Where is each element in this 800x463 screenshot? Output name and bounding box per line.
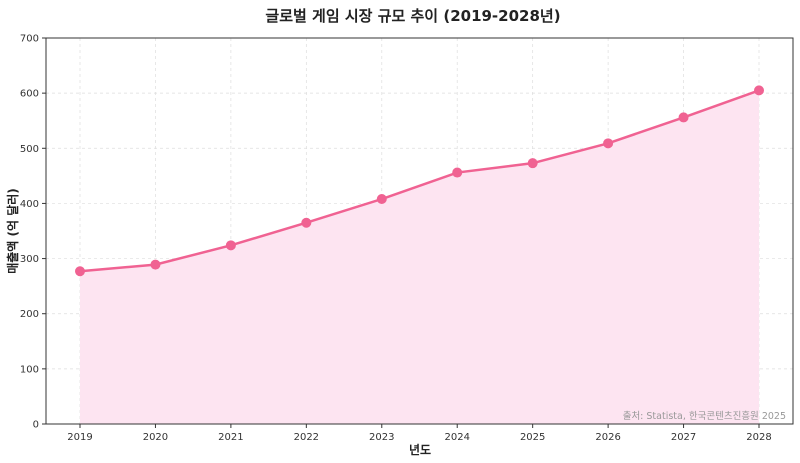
data-point — [225, 240, 236, 251]
y-tick-label: 300 — [20, 254, 39, 265]
y-tick-label: 100 — [20, 364, 39, 375]
x-axis-label: 년도 — [409, 443, 431, 457]
data-points — [75, 85, 764, 277]
y-tick-label: 600 — [20, 89, 39, 100]
y-tick-label: 400 — [20, 199, 39, 210]
area-fill — [80, 90, 759, 424]
x-tick-label: 2019 — [67, 432, 92, 443]
y-tick-label: 200 — [20, 309, 39, 320]
x-tick-label: 2025 — [520, 432, 545, 443]
x-tick-label: 2027 — [671, 432, 696, 443]
data-point — [452, 167, 463, 178]
x-tick-label: 2021 — [218, 432, 243, 443]
y-axis-label: 매출액 (억 달러) — [5, 188, 20, 274]
x-tick-label: 2023 — [369, 432, 394, 443]
source-note: 출처: Statista, 한국콘텐츠진흥원 2025 — [623, 410, 786, 422]
data-point — [678, 112, 689, 123]
data-point — [376, 194, 387, 205]
data-point — [75, 266, 85, 277]
x-tick-label: 2028 — [746, 432, 771, 443]
y-tick-label: 0 — [33, 420, 39, 431]
data-point — [754, 85, 764, 96]
x-axis: 2019 2020 2021 2022 2023 2024 2025 2026 2027 2028 — [67, 424, 772, 443]
y-axis: 0 100 200 300 400 500 600 700 — [20, 34, 46, 431]
plot-frame — [45, 37, 794, 425]
series-line — [79, 89, 760, 273]
chart-title: 글로벌 게임 시장 규모 추이 (2019-2028년) — [265, 7, 560, 25]
data-point — [527, 158, 538, 169]
data-point — [603, 138, 614, 149]
x-tick-label: 2024 — [444, 432, 469, 443]
x-tick-label: 2020 — [143, 432, 168, 443]
y-tick-label: 500 — [20, 144, 39, 155]
data-point — [150, 259, 161, 270]
x-tick-label: 2022 — [294, 432, 319, 443]
x-tick-label: 2026 — [595, 432, 620, 443]
y-tick-label: 700 — [20, 34, 39, 45]
data-point — [301, 217, 312, 228]
